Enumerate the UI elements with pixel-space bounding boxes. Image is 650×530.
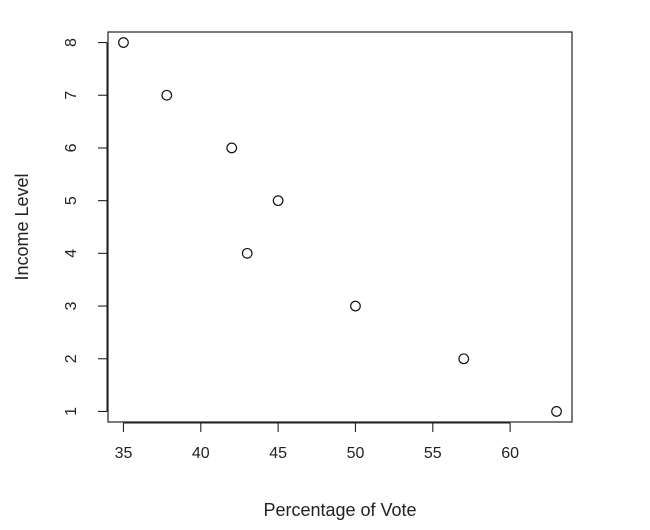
x-tick-label: 40	[192, 445, 210, 462]
x-tick-label: 50	[347, 445, 365, 462]
data-point	[241, 247, 253, 259]
data-point	[458, 353, 470, 365]
y-axis-title: Income Level	[12, 173, 32, 280]
y-tick-label: 4	[63, 249, 80, 258]
x-axis: 35 40 45 50 55 60	[115, 422, 519, 462]
x-axis-title: Percentage of Vote	[263, 500, 416, 520]
data-point	[161, 89, 173, 101]
y-tick-label: 6	[63, 143, 80, 152]
data-point	[226, 142, 238, 154]
x-tick-label: 55	[424, 445, 442, 462]
plot-area	[107, 31, 573, 423]
y-tick-label: 3	[63, 302, 80, 311]
y-tick-label: 7	[63, 91, 80, 100]
y-tick-label: 8	[63, 38, 80, 47]
data-point	[272, 195, 284, 207]
data-point	[350, 300, 361, 312]
x-tick-label: 45	[269, 445, 287, 462]
y-tick-label: 2	[63, 354, 80, 363]
data-point	[118, 37, 129, 48]
y-tick-label: 1	[63, 407, 80, 416]
data-point	[551, 406, 562, 417]
data-points	[118, 37, 562, 417]
x-tick-label: 35	[115, 445, 133, 462]
y-tick-label: 5	[63, 196, 80, 205]
x-tick-label: 60	[501, 445, 519, 462]
y-axis: 1 2 3 4 5 6 7 8	[63, 38, 108, 416]
